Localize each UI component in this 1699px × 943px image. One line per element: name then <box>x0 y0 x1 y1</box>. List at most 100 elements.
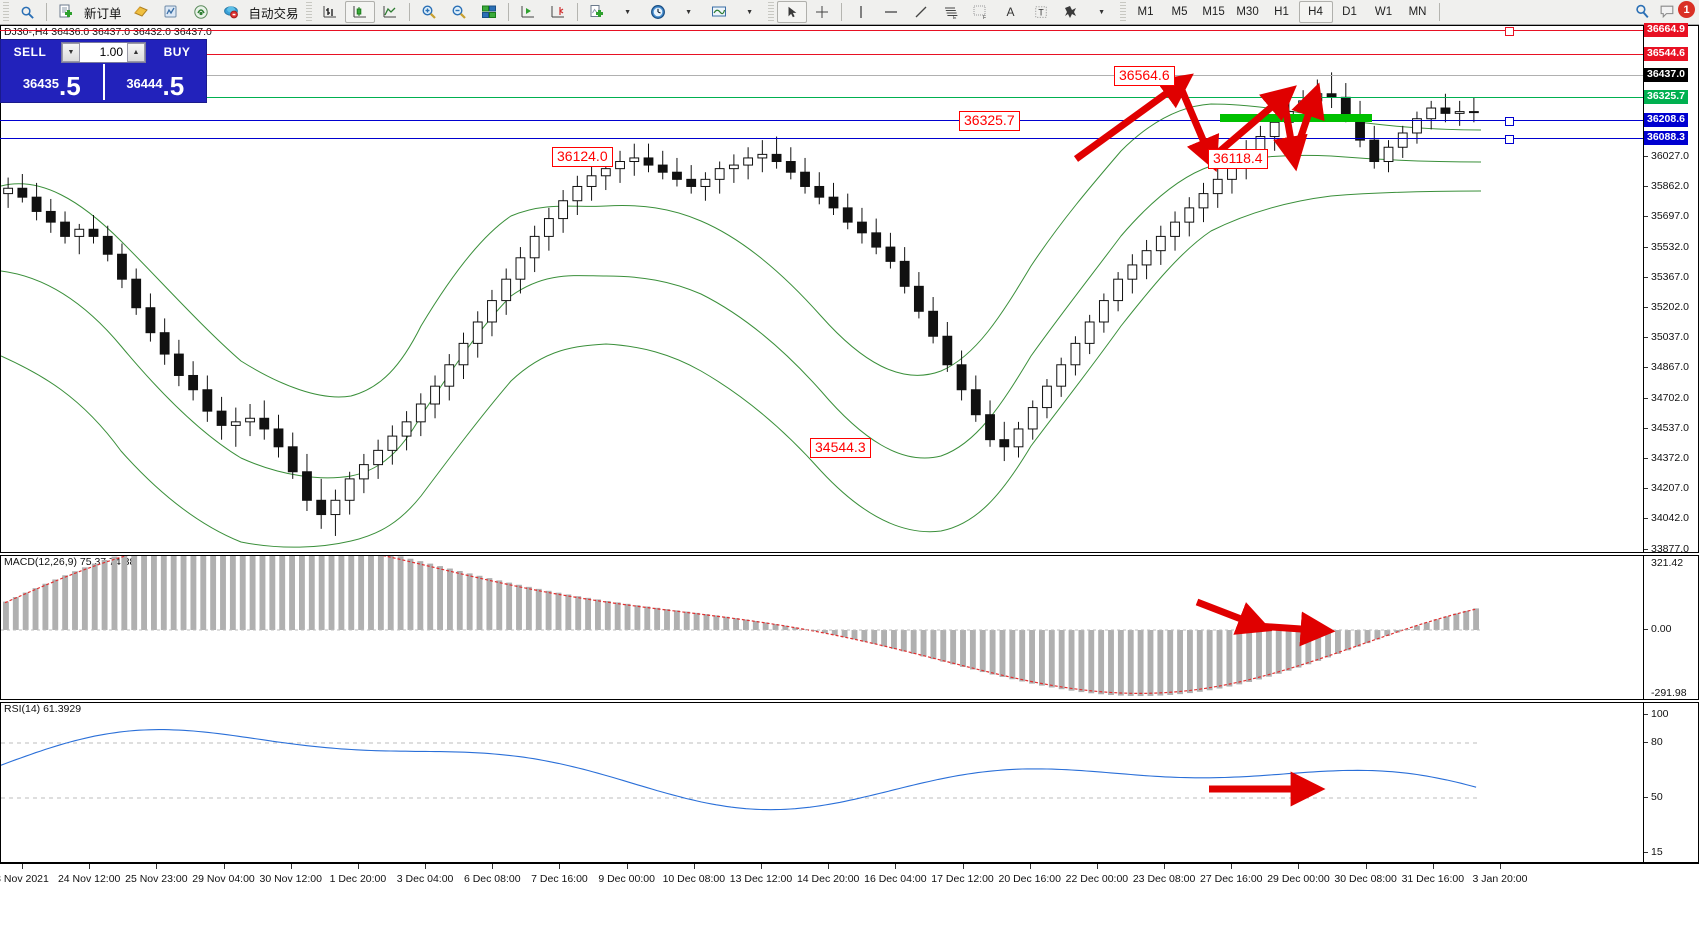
chart-area[interactable]: DJ30-,H4 36436.0 36437.0 36432.0 36437.0 <box>0 23 1699 943</box>
indicators-icon[interactable] <box>582 1 612 23</box>
search-icon[interactable] <box>12 1 42 23</box>
line-chart-icon[interactable] <box>375 1 405 23</box>
time-axis-label: 22 Dec 00:00 <box>1065 873 1129 885</box>
volume-decrease-button[interactable]: ▼ <box>62 42 80 62</box>
toolbar-grip-4[interactable] <box>1119 2 1126 22</box>
new-order-button[interactable]: 新订单 <box>84 6 122 21</box>
macd-pane[interactable]: MACD(12,26,9) 75.37 74.38 321.42 0.00 -2… <box>0 555 1699 700</box>
price-tag-36088[interactable]: 36088.3 <box>1644 131 1688 145</box>
chevron-down-icon-2[interactable]: ▼ <box>685 8 692 16</box>
sell-price[interactable]: 36435 .5 <box>1 64 103 100</box>
bar-chart-icon[interactable] <box>315 1 345 23</box>
toolbar-grip[interactable] <box>3 2 9 22</box>
period-icon[interactable] <box>643 1 673 23</box>
zoom-out-icon[interactable] <box>444 1 474 23</box>
one-click-trading-panel[interactable]: SELL ▼ 1.00 ▲ BUY 36435 .5 36444 .5 <box>0 39 207 103</box>
auto-trading-icon[interactable] <box>216 1 246 23</box>
timeframe-h1[interactable]: H1 <box>1274 6 1289 18</box>
support-zone-marker[interactable] <box>1220 114 1372 122</box>
channel-icon[interactable]: F <box>966 1 996 23</box>
macd-tick-mid <box>1644 629 1648 630</box>
price-tag-36325[interactable]: 36325.7 <box>1644 90 1688 104</box>
timeframe-d1[interactable]: D1 <box>1342 6 1357 18</box>
time-axis[interactable]: 3 Nov 2021 24 Nov 12:00 25 Nov 23:00 29 Nov… <box>0 863 1699 943</box>
zoom-in-icon[interactable] <box>414 1 444 23</box>
text-icon[interactable]: T <box>1026 1 1056 23</box>
price-tag-36437[interactable]: 36437.0 <box>1644 68 1688 82</box>
annotation-36564[interactable]: 36564.6 <box>1114 66 1175 86</box>
time-tick <box>962 864 964 869</box>
buy-button[interactable]: BUY <box>163 45 191 59</box>
toolbar-grip-3[interactable] <box>767 2 774 22</box>
price-scale-label: 35532.0 <box>1651 240 1689 253</box>
candlestick-icon[interactable] <box>344 1 375 23</box>
rsi-scale[interactable]: 100 80 50 15 <box>1643 702 1699 863</box>
timeframe-m30[interactable]: M30 <box>1236 6 1259 18</box>
price-tag-36544[interactable]: 36544.6 <box>1644 47 1688 61</box>
buy-price[interactable]: 36444 .5 <box>105 64 207 100</box>
volume-stepper[interactable]: ▼ 1.00 ▲ <box>61 41 146 63</box>
annotation-36124[interactable]: 36124.0 <box>552 147 613 167</box>
timeframe-w1[interactable]: W1 <box>1374 6 1393 18</box>
level-handle-36088[interactable] <box>1505 135 1514 144</box>
annotation-34544[interactable]: 34544.3 <box>810 438 871 458</box>
chart-shift-icon[interactable] <box>543 1 573 23</box>
cursor-icon[interactable] <box>776 1 807 23</box>
search-icon-right[interactable] <box>1634 3 1651 20</box>
price-tick <box>1644 307 1648 308</box>
vertical-line-icon[interactable] <box>846 1 876 23</box>
annotation-36325[interactable]: 36325.7 <box>959 111 1020 131</box>
volume-input[interactable]: 1.00 <box>99 45 123 59</box>
chevron-down-icon-4[interactable]: ▼ <box>1098 8 1105 16</box>
main-toolbar: 新订单 自动交易 ▼ ▼ ▼ <box>0 0 1699 25</box>
time-axis-label: 20 Dec 16:00 <box>998 873 1061 885</box>
sell-button[interactable]: SELL <box>13 45 47 59</box>
text-label-icon[interactable]: A <box>1006 5 1015 19</box>
timeframe-m5[interactable]: M5 <box>1171 6 1188 18</box>
macd-svg <box>1 556 1481 697</box>
shapes-icon[interactable] <box>1056 1 1086 23</box>
timeframe-mn[interactable]: MN <box>1408 6 1427 18</box>
rsi-tick-50 <box>1644 797 1648 798</box>
rsi-tick-80 <box>1644 742 1648 743</box>
time-tick <box>1231 864 1233 869</box>
tile-windows-icon[interactable] <box>474 1 504 23</box>
volume-increase-button[interactable]: ▲ <box>127 42 145 62</box>
price-tag-36664[interactable]: 36664.9 <box>1644 23 1688 37</box>
fibonacci-icon[interactable]: E <box>936 1 966 23</box>
new-order-icon[interactable] <box>51 1 81 23</box>
chevron-down-icon-3[interactable]: ▼ <box>746 8 753 16</box>
horizontal-line-icon[interactable] <box>876 1 906 23</box>
auto-scroll-icon[interactable] <box>513 1 543 23</box>
toolbar-separator-6 <box>1438 3 1440 21</box>
svg-text:T: T <box>1038 8 1044 18</box>
macd-scale[interactable]: 321.42 0.00 -291.98 <box>1643 555 1699 700</box>
timeframe-m1[interactable]: M1 <box>1137 6 1154 18</box>
alerts-icon[interactable] <box>1659 3 1676 20</box>
timeframe-h4[interactable]: H4 <box>1298 1 1333 23</box>
price-pane[interactable]: DJ30-,H4 36436.0 36437.0 36432.0 36437.0 <box>0 23 1699 555</box>
data-window-icon[interactable] <box>186 1 216 23</box>
annotation-36118[interactable]: 36118.4 <box>1208 149 1268 169</box>
trendline-icon[interactable] <box>906 1 936 23</box>
toolbar-grip-2[interactable] <box>305 2 312 22</box>
time-axis-label: 14 Dec 20:00 <box>796 873 860 885</box>
price-scale[interactable]: 36664.9 36544.6 36437.0 36325.7 36208.6 … <box>1643 23 1699 555</box>
notification-badge[interactable]: 1 <box>1678 1 1695 18</box>
time-tick <box>1500 864 1501 869</box>
price-tick <box>1644 186 1648 188</box>
rsi-pane[interactable]: RSI(14) 61.3929 100 80 50 15 <box>0 702 1699 863</box>
templates-icon[interactable] <box>704 1 734 23</box>
auto-trading-button[interactable]: 自动交易 <box>248 6 299 21</box>
crosshair-icon[interactable] <box>807 1 837 23</box>
price-tag-36208[interactable]: 36208.6 <box>1644 113 1688 127</box>
hand-icon[interactable] <box>126 1 156 23</box>
level-handle-36664[interactable] <box>1505 27 1514 36</box>
time-tick <box>22 864 23 869</box>
timeframe-m15[interactable]: M15 <box>1202 6 1225 18</box>
candlestick-series <box>3 72 1479 536</box>
level-handle-36208[interactable] <box>1505 117 1514 126</box>
trade-panel-quotes: 36435 .5 36444 .5 <box>1 64 206 100</box>
chevron-down-icon[interactable]: ▼ <box>624 8 631 16</box>
expert-advisor-icon[interactable] <box>156 1 186 23</box>
